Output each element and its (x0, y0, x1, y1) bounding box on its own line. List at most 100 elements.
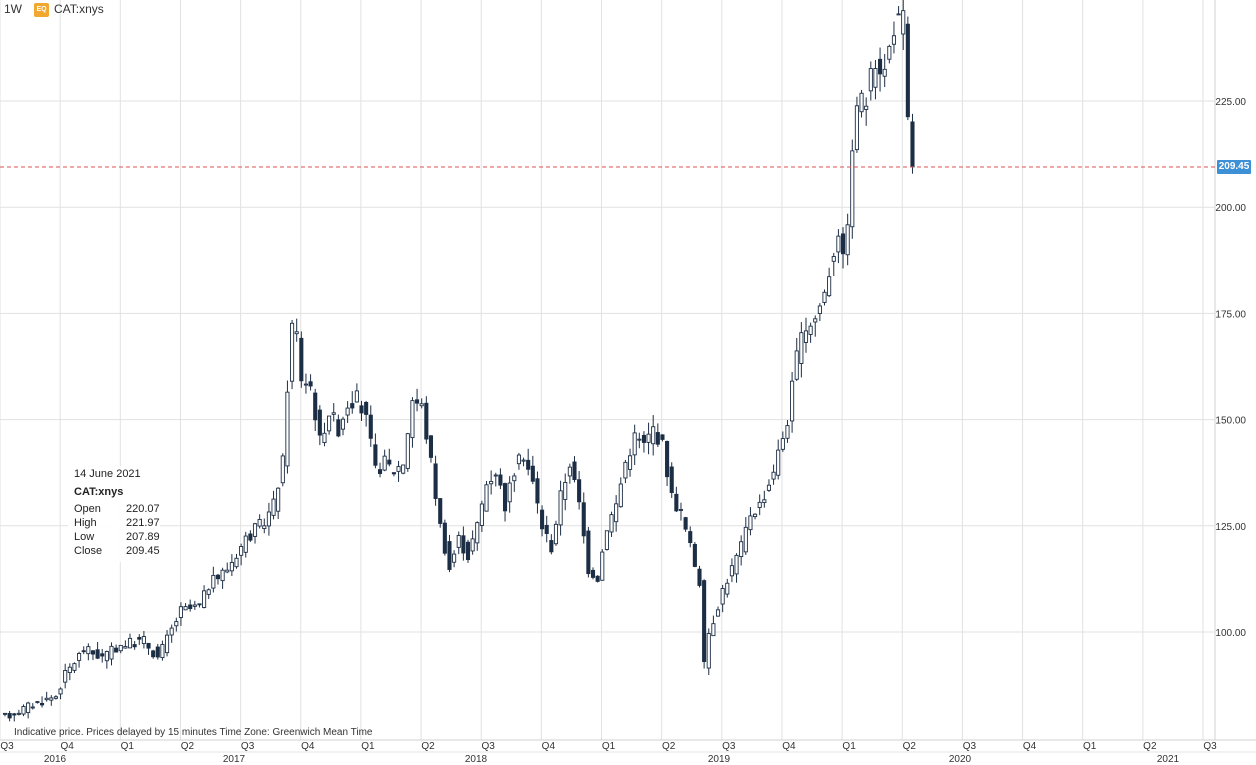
candle-body (757, 501, 762, 508)
candle (340, 416, 346, 436)
candle (665, 440, 670, 486)
candle (373, 433, 378, 469)
candle-body (614, 503, 619, 523)
candle (271, 490, 276, 520)
candle (401, 464, 406, 475)
candle-body (785, 425, 790, 439)
candle (58, 687, 63, 700)
candle-body (340, 418, 346, 430)
candle-body (364, 401, 369, 415)
candle (479, 500, 484, 532)
candle-body (442, 522, 447, 554)
candle-body (215, 574, 221, 580)
disclaimer-text: Indicative price. Prices delayed by 15 m… (14, 727, 373, 738)
candle (447, 534, 452, 573)
candle-body (512, 475, 517, 482)
candle (452, 550, 457, 568)
candle-body (137, 636, 142, 640)
candle (586, 526, 591, 578)
candle (81, 646, 86, 655)
candle-body (280, 455, 285, 484)
candle-body (641, 434, 646, 443)
candle-body (669, 466, 674, 493)
year-tick-label: 2017 (223, 754, 246, 765)
candle-body (590, 569, 596, 578)
time-axis-year-labels: 2016 2017 2018 2019 2020 2021 (44, 754, 1180, 765)
price-tick-label: 125.00 (1215, 522, 1246, 533)
candle (859, 89, 864, 118)
candle-body (308, 381, 313, 387)
candle-body (456, 535, 461, 548)
candle (836, 229, 841, 264)
candle (646, 422, 651, 455)
candle-body (396, 466, 401, 472)
quarter-tick-label: Q1 (1083, 741, 1097, 752)
candle-body (359, 405, 364, 414)
candle (285, 380, 290, 474)
candle-body (850, 150, 855, 228)
candle-body (521, 459, 526, 462)
candle-body (419, 403, 424, 407)
candle (734, 553, 739, 583)
candle-body (387, 459, 392, 465)
candle (141, 630, 146, 649)
quarter-tick-label: Q2 (181, 741, 195, 752)
tooltip-close-label: Close (74, 545, 103, 557)
candle (280, 453, 285, 487)
candle (331, 403, 336, 422)
candle-body (331, 412, 336, 415)
candle-body (428, 435, 434, 458)
candle (262, 518, 267, 534)
candle-body (651, 426, 656, 445)
candle (322, 422, 327, 447)
candle (183, 603, 188, 611)
candle (336, 414, 341, 438)
candle (905, 16, 910, 121)
quarter-tick-label: Q4 (1023, 741, 1037, 752)
candle-body (762, 499, 767, 504)
candle-body (780, 438, 785, 450)
candle-body (702, 580, 707, 663)
candle-body (67, 666, 72, 674)
candle (169, 624, 174, 643)
interval-label[interactable]: 1W (4, 2, 22, 16)
candle (132, 641, 137, 650)
candle (864, 97, 869, 126)
quarter-tick-label: Q4 (60, 741, 74, 752)
tooltip-open-value: 220.07 (126, 503, 160, 515)
candle-body (276, 487, 281, 512)
candle (39, 696, 45, 708)
candle (683, 516, 688, 532)
candle (192, 600, 197, 610)
candle-body (618, 483, 623, 508)
candle-body (452, 553, 457, 563)
candle-body (586, 530, 591, 575)
candle (535, 471, 540, 514)
candle (706, 628, 711, 676)
candle (396, 460, 401, 482)
candle (720, 584, 725, 613)
candle (257, 514, 262, 529)
candle (678, 502, 684, 521)
quarter-tick-label: Q1 (121, 741, 135, 752)
candle (30, 703, 35, 710)
candlestick-series[interactable] (2, 0, 915, 722)
candle-body (465, 541, 471, 561)
candle (882, 53, 887, 88)
candle-body (243, 535, 248, 553)
candle-body (234, 557, 239, 568)
year-tick-label: 2016 (44, 754, 67, 765)
candle-body (336, 419, 341, 437)
candle (753, 513, 758, 520)
symbol-label[interactable]: CAT:xnys (54, 2, 104, 16)
candle (368, 405, 373, 447)
candle-body (266, 511, 271, 527)
quarter-tick-label: Q2 (421, 741, 435, 752)
candle (2, 712, 8, 717)
candle-body (790, 380, 795, 422)
candle (609, 511, 614, 537)
candle-body (225, 569, 230, 573)
candle (266, 502, 271, 536)
candle (77, 651, 82, 668)
